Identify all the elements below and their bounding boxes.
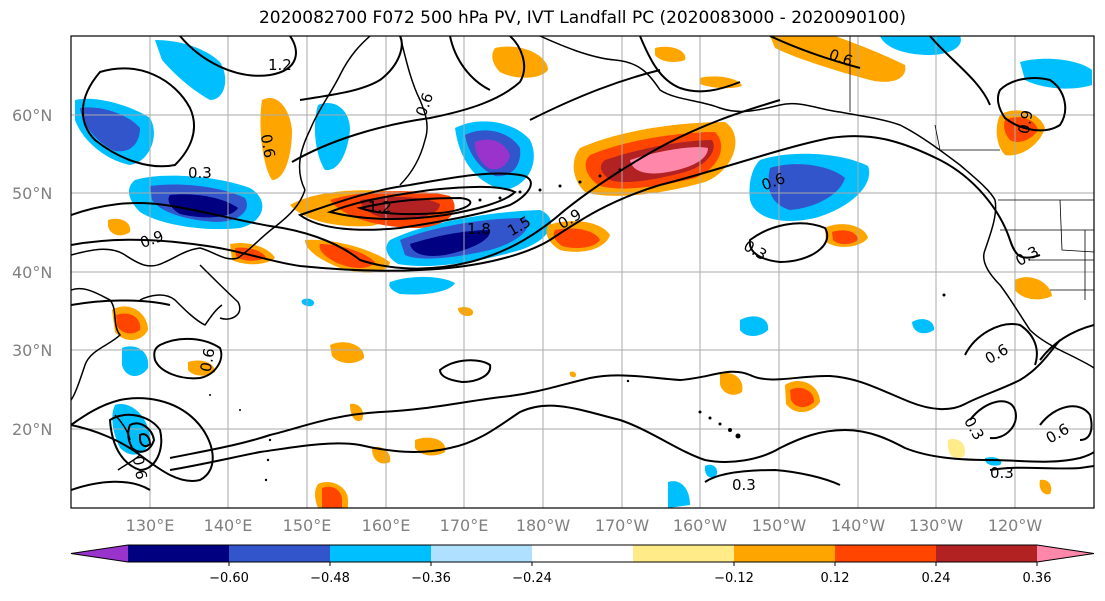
positive-pv-region bbox=[630, 147, 708, 174]
lon-label: 120°W bbox=[988, 516, 1043, 535]
lon-label: 170°W bbox=[595, 516, 650, 535]
negative-pv-region bbox=[122, 346, 149, 376]
positive-pv-region bbox=[116, 313, 141, 334]
negative-pv-region bbox=[155, 40, 226, 100]
negative-pv-region bbox=[80, 107, 140, 152]
negative-pv-region bbox=[740, 316, 769, 336]
lon-label: 130°E bbox=[126, 516, 175, 535]
positive-pv-region bbox=[947, 438, 965, 459]
contour-label: 1.2 bbox=[368, 198, 392, 216]
negative-pv-region bbox=[912, 319, 935, 334]
map-frame bbox=[70, 35, 1095, 509]
lat-label: 20°N bbox=[12, 420, 52, 439]
negative-pv-region bbox=[668, 481, 690, 508]
colorbar-tick-label: −0.36 bbox=[411, 571, 451, 586]
positive-pv-region bbox=[492, 46, 548, 78]
longitude-labels: 130°E 140°E 150°E 160°E 170°E 180°W 170°… bbox=[126, 516, 1043, 535]
colorbar: −0.60−0.48−0.36−0.24−0.120.120.240.360.4… bbox=[70, 544, 1095, 586]
ivt-contours bbox=[71, 36, 1094, 491]
colorbar-segment bbox=[128, 545, 230, 562]
negative-pv-region bbox=[301, 298, 315, 307]
positive-pv-region bbox=[322, 486, 342, 508]
lon-label: 180°W bbox=[516, 516, 571, 535]
contour-label: 1.2 bbox=[268, 56, 292, 74]
lon-label: 140°E bbox=[204, 516, 253, 535]
contour-label: 0.9 bbox=[1015, 109, 1037, 136]
lon-label: 150°E bbox=[283, 516, 332, 535]
colorbar-segment bbox=[633, 545, 735, 562]
colorbar-segment bbox=[936, 545, 1038, 562]
positive-pv-region bbox=[655, 46, 686, 63]
political-borders bbox=[849, 36, 1094, 300]
lon-label: 160°E bbox=[362, 516, 411, 535]
pv-shading bbox=[75, 36, 1092, 508]
colorbar-extend-low bbox=[71, 545, 128, 562]
negative-pv-region bbox=[474, 139, 510, 170]
contour-label: 0.3 bbox=[990, 464, 1014, 482]
positive-pv-region bbox=[832, 230, 858, 245]
colorbar-outline bbox=[70, 544, 1095, 563]
negative-pv-region bbox=[880, 36, 961, 55]
negative-pv-region bbox=[410, 230, 491, 256]
colorbar-segment bbox=[835, 545, 937, 562]
colorbar-tick-label: 0.12 bbox=[821, 571, 850, 586]
contour-label: 0.6 bbox=[197, 347, 219, 374]
island-chains bbox=[209, 168, 946, 482]
positive-pv-region bbox=[260, 98, 292, 180]
colorbar-segment bbox=[431, 545, 533, 562]
colorbar-tick-label: −0.24 bbox=[512, 571, 552, 586]
positive-pv-region bbox=[569, 371, 577, 378]
positive-pv-region bbox=[319, 244, 375, 268]
negative-pv-region bbox=[389, 276, 455, 295]
colorbar-tick-label: −0.12 bbox=[714, 571, 754, 586]
colorbar-segment bbox=[734, 545, 836, 562]
negative-pv-region bbox=[314, 102, 350, 171]
lon-label: 140°W bbox=[831, 516, 886, 535]
positive-pv-region bbox=[770, 36, 906, 82]
map-gridlines bbox=[71, 36, 1094, 508]
negative-pv-region bbox=[1020, 58, 1092, 89]
positive-pv-region bbox=[458, 307, 474, 317]
contour-label: 0.6 bbox=[257, 133, 279, 160]
colorbar-tick-label: 0.24 bbox=[922, 571, 951, 586]
contour-label: 0.6 bbox=[129, 454, 151, 481]
lat-label: 30°N bbox=[12, 341, 52, 360]
contour-label: 1.8 bbox=[467, 220, 491, 238]
lon-label: 170°E bbox=[440, 516, 489, 535]
positive-pv-region bbox=[790, 387, 815, 408]
positive-pv-region bbox=[330, 342, 365, 364]
lon-label: 130°W bbox=[909, 516, 964, 535]
colorbar-extend-high bbox=[1037, 545, 1094, 562]
positive-pv-region bbox=[553, 228, 600, 248]
positive-pv-region bbox=[350, 403, 364, 422]
lat-label: 40°N bbox=[12, 263, 52, 282]
lon-label: 160°W bbox=[673, 516, 728, 535]
contour-label: 0.3 bbox=[732, 476, 756, 494]
positive-pv-region bbox=[720, 372, 743, 395]
negative-pv-region bbox=[168, 194, 238, 218]
negative-pv-region bbox=[704, 464, 718, 478]
lat-label: 60°N bbox=[12, 106, 52, 125]
colorbar-segment bbox=[532, 545, 634, 562]
colorbar-tick-label: 0.36 bbox=[1023, 571, 1052, 586]
negative-pv-region bbox=[768, 164, 845, 210]
positive-pv-region bbox=[1015, 277, 1052, 300]
colorbar-segment bbox=[330, 545, 432, 562]
colorbar-tick-label: −0.48 bbox=[310, 571, 350, 586]
positive-pv-region bbox=[188, 360, 215, 376]
contour-label: 0.3 bbox=[188, 164, 212, 182]
positive-pv-region bbox=[1039, 479, 1052, 495]
colorbar-segment bbox=[229, 545, 331, 562]
colorbar-tick-label: −0.60 bbox=[209, 571, 249, 586]
map-title: 2020082700 F072 500 hPa PV, IVT Landfall… bbox=[258, 8, 906, 28]
lon-label: 150°W bbox=[752, 516, 807, 535]
latitude-labels: 60°N 50°N 40°N 30°N 20°N bbox=[12, 106, 52, 439]
positive-pv-region bbox=[108, 218, 131, 236]
lat-label: 50°N bbox=[12, 184, 52, 203]
